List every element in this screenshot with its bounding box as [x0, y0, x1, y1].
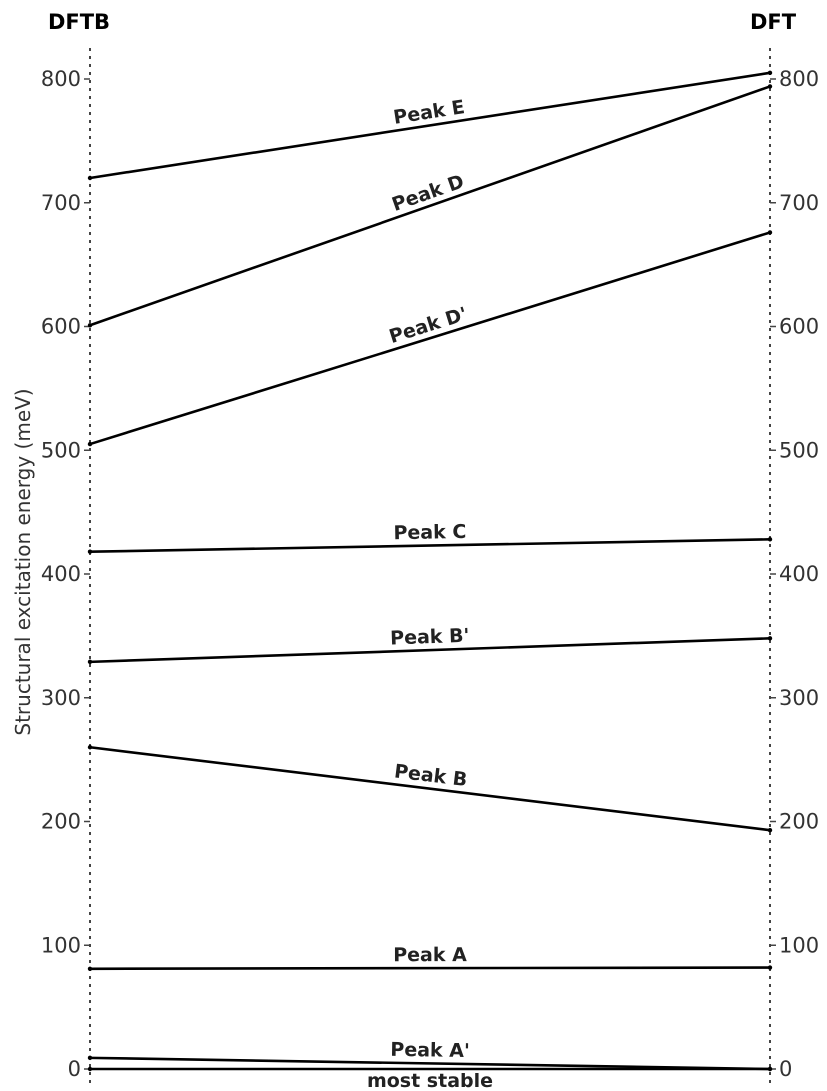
series-label: Peak A': [390, 1039, 470, 1062]
dft-point: [767, 965, 773, 970]
left-tick-label: 300: [41, 686, 81, 710]
dftb-point: [87, 175, 93, 181]
dft-point: [767, 70, 773, 76]
right-tick-label: 0: [779, 1057, 792, 1081]
right-tick-label: 600: [779, 315, 819, 339]
series-line: [89, 637, 771, 664]
right-tick-label: 700: [779, 191, 819, 215]
left-tick-label: 800: [41, 67, 81, 91]
tick-group: 0 0 100 100 200 200 300 300 400 400 500 500 600 600 70…: [41, 67, 819, 1081]
series-label: Peak D: [389, 170, 467, 215]
series-label: Peak C: [393, 521, 466, 544]
left-tick-label: 600: [41, 315, 81, 339]
series-label: most stable: [367, 1070, 493, 1091]
dft-point: [767, 84, 773, 89]
y-axis-title: Structural excitation energy (meV): [11, 388, 35, 735]
left-tick-label: 0: [68, 1057, 81, 1081]
dftb-point: [87, 659, 93, 665]
dftb-point: [87, 549, 93, 554]
right-tick-label: 400: [779, 562, 819, 586]
left-tick-label: 100: [41, 933, 81, 957]
left-tick-label: 500: [41, 438, 81, 462]
left-tick-label: 400: [41, 562, 81, 586]
dft-point: [767, 537, 773, 542]
left-tick-label: 700: [41, 191, 81, 215]
dftb-point: [87, 1066, 93, 1072]
dft-point: [767, 1066, 773, 1072]
dftb-point: [87, 1055, 93, 1061]
dftb-point: [87, 966, 93, 971]
series-line: [89, 85, 771, 327]
series-label: Peak A: [393, 944, 467, 966]
right-tick-label: 800: [779, 67, 819, 91]
series-label: Peak B': [390, 625, 470, 650]
series-line: [89, 745, 771, 832]
dftb-point: [87, 441, 93, 447]
dft-point: [767, 636, 773, 641]
series-label: Peak E: [392, 96, 466, 129]
dft-point: [767, 230, 773, 235]
dftb-point: [87, 745, 93, 750]
left-tick-label: 200: [41, 810, 81, 834]
right-tick-label: 100: [779, 933, 819, 957]
series-line: [89, 231, 771, 446]
series-label: Peak D': [387, 303, 470, 348]
right-tick-label: 500: [779, 438, 819, 462]
series-line: [89, 1056, 771, 1071]
right-tick-label: 300: [779, 686, 819, 710]
series-line: [89, 966, 771, 971]
series-line: [89, 71, 771, 180]
series-line: [89, 538, 771, 554]
dftb-point: [87, 323, 93, 328]
dft-point: [767, 827, 773, 833]
right-column-label: DFT: [750, 10, 797, 34]
right-tick-label: 200: [779, 810, 819, 834]
left-column-label: DFTB: [48, 10, 110, 34]
